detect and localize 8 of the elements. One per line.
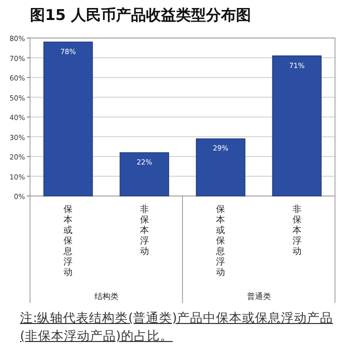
x-tick-label: 保本或保息浮动: [62, 204, 73, 278]
text: 注:纵轴代表结构类(普通类)产品中保本或保息浮动产品(非保本浮动产品)的占比。: [20, 309, 334, 345]
x-tick-label: 非保本浮动: [140, 204, 149, 257]
text: 普通类: [246, 292, 271, 301]
x-tick-label: 保本或保息浮动: [215, 204, 226, 278]
x-tick-label: 非保本浮动: [292, 204, 302, 257]
text: 结构类: [94, 292, 118, 301]
chart-title: 图15 人民币产品收益类型分布图: [30, 6, 252, 24]
